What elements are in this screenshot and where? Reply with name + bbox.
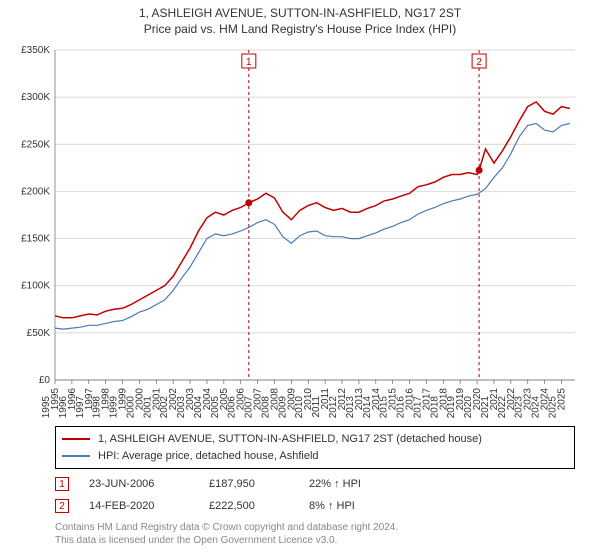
sale-date: 23-JUN-2006 (89, 478, 209, 490)
svg-text:£350K: £350K (21, 45, 50, 56)
svg-text:2015: 2015 (388, 388, 399, 411)
svg-text:2000: 2000 (134, 388, 145, 411)
svg-text:2017: 2017 (421, 388, 432, 411)
svg-text:2018: 2018 (438, 388, 449, 411)
svg-text:2016: 2016 (405, 388, 416, 411)
footnote-line2: This data is licensed under the Open Gov… (55, 534, 575, 547)
legend-box: 1, ASHLEIGH AVENUE, SUTTON-IN-ASHFIELD, … (55, 426, 575, 469)
chart-title-line2: Price paid vs. HM Land Registry's House … (0, 20, 600, 40)
chart-title-line1: 1, ASHLEIGH AVENUE, SUTTON-IN-ASHFIELD, … (0, 0, 600, 20)
svg-text:1997: 1997 (84, 388, 95, 411)
sale-row: 1 23-JUN-2006£187,95022% ↑ HPI (55, 473, 575, 495)
legend-label: 1, ASHLEIGH AVENUE, SUTTON-IN-ASHFIELD, … (98, 431, 482, 448)
svg-text:£100K: £100K (21, 281, 50, 292)
chart-plot-area: £0 £50K £100K £150K £200K £250K £300K £350K 1995… (10, 40, 590, 420)
legend-label: HPI: Average price, detached house, Ashf… (98, 448, 319, 465)
svg-text:1996: 1996 (67, 388, 78, 411)
svg-text:2012: 2012 (337, 388, 348, 411)
svg-text:£250K: £250K (21, 139, 50, 150)
svg-text:£300K: £300K (21, 92, 50, 103)
svg-text:2011: 2011 (320, 388, 331, 410)
svg-text:£150K: £150K (21, 234, 50, 245)
svg-text:2024: 2024 (540, 388, 551, 411)
legend-swatch (62, 455, 90, 457)
svg-text:2023: 2023 (523, 388, 534, 411)
sale-diff: 22% ↑ HPI (309, 478, 399, 490)
sale-price: £222,500 (209, 500, 309, 512)
chart-container: 1, ASHLEIGH AVENUE, SUTTON-IN-ASHFIELD, … (0, 0, 600, 560)
svg-text:2002: 2002 (168, 388, 179, 411)
svg-text:2007: 2007 (253, 388, 264, 411)
line-chart-svg: £0 £50K £100K £150K £200K £250K £300K £350K 1995… (10, 40, 590, 420)
svg-text:2010: 2010 (303, 388, 314, 411)
sales-table: 1 23-JUN-2006£187,95022% ↑ HPI 2 14-FEB-202… (55, 473, 575, 517)
svg-text:1999: 1999 (118, 388, 129, 411)
svg-text:2003: 2003 (185, 388, 196, 411)
svg-text:£50K: £50K (27, 328, 51, 339)
svg-text:1995: 1995 (50, 388, 61, 411)
legend-swatch (62, 438, 90, 440)
svg-text:2021: 2021 (489, 388, 500, 411)
sale-row: 2 14-FEB-2020£222,5008% ↑ HPI (55, 495, 575, 517)
svg-text:2025: 2025 (556, 388, 567, 411)
svg-text:2005: 2005 (219, 388, 230, 411)
footnote: Contains HM Land Registry data © Crown c… (55, 521, 575, 547)
svg-text:2014: 2014 (371, 388, 382, 411)
sale-marker-icon: 2 (55, 499, 69, 513)
legend-row: HPI: Average price, detached house, Ashf… (62, 448, 568, 465)
svg-text:2019: 2019 (455, 388, 466, 411)
svg-text:2006: 2006 (236, 388, 247, 411)
svg-text:1: 1 (246, 57, 252, 68)
svg-text:2004: 2004 (202, 388, 213, 411)
sale-date: 14-FEB-2020 (89, 500, 209, 512)
svg-text:2: 2 (476, 57, 482, 68)
sale-diff: 8% ↑ HPI (309, 500, 399, 512)
svg-text:2008: 2008 (269, 388, 280, 411)
svg-text:2001: 2001 (151, 388, 162, 411)
legend-row: 1, ASHLEIGH AVENUE, SUTTON-IN-ASHFIELD, … (62, 431, 568, 448)
svg-text:£200K: £200K (21, 186, 50, 197)
svg-text:2020: 2020 (472, 388, 483, 411)
svg-text:£0: £0 (39, 375, 51, 386)
sale-marker-icon: 1 (55, 477, 69, 491)
sale-price: £187,950 (209, 478, 309, 490)
footnote-line1: Contains HM Land Registry data © Crown c… (55, 521, 575, 534)
svg-text:2013: 2013 (354, 388, 365, 411)
svg-text:1998: 1998 (101, 388, 112, 411)
svg-text:2009: 2009 (286, 388, 297, 411)
svg-text:2022: 2022 (506, 388, 517, 411)
